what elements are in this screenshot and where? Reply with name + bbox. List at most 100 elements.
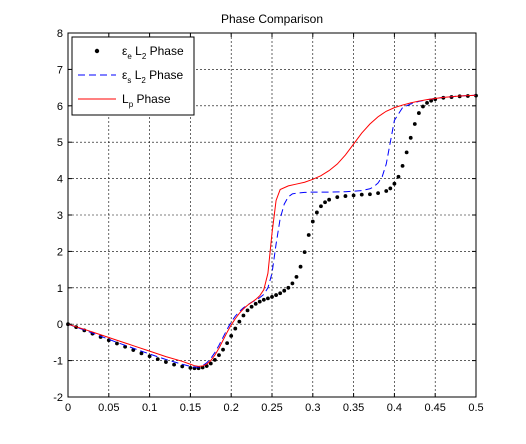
data-point [139, 351, 144, 356]
legend-subscript: p [129, 100, 134, 109]
legend-text-part: Phase [133, 92, 171, 106]
y-tick-label: 7 [57, 64, 63, 76]
data-point [368, 192, 372, 197]
data-point [396, 174, 401, 179]
series-2 [67, 94, 477, 367]
legend-entry-2: Lp Phase [78, 92, 171, 109]
data-point [327, 197, 332, 202]
data-point [359, 192, 364, 197]
data-point [421, 104, 425, 109]
y-tick-label: 5 [57, 137, 63, 149]
x-tick-label: 0.5 [468, 402, 483, 414]
data-point [172, 362, 176, 367]
series-layer [66, 93, 478, 371]
x-tick-label: 0.4 [387, 402, 402, 414]
x-tick-label: 0 [65, 402, 71, 414]
data-point [388, 186, 393, 191]
x-tick-label: 0.3 [305, 402, 320, 414]
legend-entry-0: εe L2 Phase [94, 44, 184, 61]
x-tick-label: 0.25 [261, 402, 282, 414]
data-point [164, 360, 168, 364]
x-tick-label: 0.35 [343, 402, 364, 414]
legend-subscript: 2 [141, 76, 146, 85]
data-point [180, 364, 185, 369]
series-0 [66, 93, 478, 371]
series-1 [67, 94, 477, 368]
data-point [400, 163, 405, 168]
data-point [298, 264, 303, 269]
data-point [314, 210, 319, 215]
data-point [217, 353, 221, 358]
data-point [131, 348, 136, 352]
legend-text-part: L [132, 44, 142, 58]
y-tick-label: 8 [57, 28, 63, 40]
x-tick-label: 0.45 [424, 402, 445, 414]
data-point [286, 285, 291, 290]
legend-label: εs L2 Phase [122, 68, 184, 85]
x-tick-label: 0.05 [98, 402, 119, 414]
data-point [261, 297, 266, 302]
data-point [290, 281, 295, 286]
data-point [335, 195, 340, 200]
series-line [67, 94, 477, 368]
data-point [323, 200, 327, 205]
data-point [376, 191, 380, 196]
data-point [225, 341, 230, 346]
legend-entry-1: εs L2 Phase [78, 68, 184, 85]
y-tick-label: 0 [57, 319, 63, 331]
x-tick-label: 0.15 [180, 402, 201, 414]
data-point [257, 299, 262, 304]
data-point [404, 150, 409, 155]
data-point [233, 326, 238, 331]
legend-text-part: ε [122, 68, 128, 82]
y-tick-label: -2 [53, 392, 63, 404]
data-point [274, 293, 278, 297]
data-point [266, 296, 270, 301]
legend-subscript: 2 [142, 52, 147, 61]
x-tick-label: 0.2 [224, 402, 239, 414]
legend-subscript: e [127, 52, 132, 61]
data-point [245, 308, 250, 313]
legend-label: εe L2 Phase [122, 44, 184, 61]
data-point [310, 219, 315, 224]
legend-text-part: L [122, 92, 129, 106]
data-point [212, 357, 217, 362]
data-point [351, 193, 356, 198]
data-point [416, 111, 421, 115]
y-tick-label: 3 [57, 210, 63, 222]
data-point [278, 291, 283, 296]
data-point [188, 365, 193, 370]
data-point [241, 313, 246, 318]
legend-box [71, 36, 195, 116]
x-tick-label: 0.1 [142, 402, 157, 414]
data-point [319, 204, 323, 209]
data-point [208, 361, 213, 366]
y-tick-label: -1 [53, 356, 63, 368]
data-point [229, 333, 234, 338]
data-point [237, 319, 242, 324]
data-point [155, 357, 160, 362]
data-point [282, 288, 287, 293]
axes-frame [67, 32, 477, 398]
legend-text-part: ε [122, 44, 128, 58]
data-point [221, 347, 225, 352]
data-point [392, 181, 397, 186]
data-point [306, 233, 311, 237]
data-point [425, 100, 429, 105]
data-point [147, 354, 152, 359]
data-point [294, 274, 299, 279]
data-point [384, 189, 389, 193]
tick-labels: 0 0.05 0.1 0.15 0.2 0.25 0.3 0.35 0.4 0.45 0.5 -2 -1… [53, 28, 483, 414]
legend-text-part: Phase [146, 44, 184, 58]
data-point [270, 295, 274, 299]
legend-marker [94, 48, 100, 54]
data-point [253, 301, 258, 306]
data-point [302, 250, 307, 255]
y-tick-label: 6 [57, 101, 63, 113]
legend-subscript: s [127, 76, 131, 85]
data-point [115, 341, 119, 346]
data-point [412, 122, 417, 126]
chart-title: Phase Comparison [221, 12, 323, 26]
